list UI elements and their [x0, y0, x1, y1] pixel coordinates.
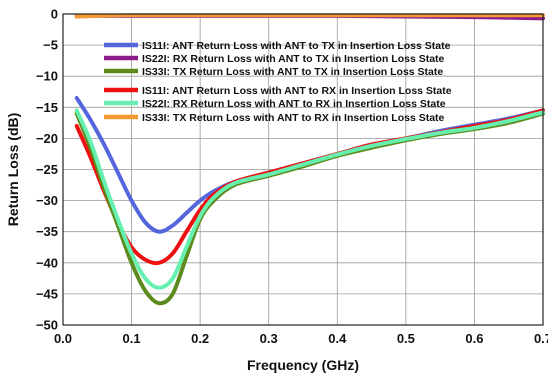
- y-axis-title: Return Loss (dB): [5, 113, 21, 227]
- series-line-5: [74, 108, 545, 290]
- y-tick-label: −45: [36, 286, 58, 301]
- y-tick-label: −25: [36, 162, 58, 177]
- legend-label-3: IS33I: TX Return Loss with ANT to TX in …: [142, 66, 443, 78]
- legend-label-2: IS22I: RX Return Loss with ANT to TX in …: [142, 53, 445, 65]
- x-tick-label: 0.7: [534, 331, 548, 346]
- legend-label-6: IS33I: TX Return Loss with ANT to RX in …: [142, 112, 445, 124]
- x-tick-label: 0.4: [328, 331, 347, 346]
- x-tick-label: 0.2: [191, 331, 209, 346]
- y-tick-label: −35: [36, 224, 58, 239]
- series-line-6: [74, 13, 545, 19]
- y-tick-label: −30: [36, 193, 58, 208]
- legend-label-5: IS22I: RX Return Loss with ANT to RX in …: [142, 98, 446, 110]
- x-tick-label: 0.0: [54, 331, 72, 346]
- x-tick-label: 0.6: [465, 331, 483, 346]
- y-tick-label: −10: [36, 69, 58, 84]
- y-tick-label: −15: [36, 100, 58, 115]
- series-line-3: [74, 111, 545, 306]
- series-line-4: [74, 108, 545, 266]
- plot-frame: [62, 13, 544, 326]
- y-tick-label: 0: [51, 7, 58, 22]
- legend: IS11I: ANT Return Loss with ANT to TX in…: [104, 40, 452, 124]
- grid-layer: [62, 13, 544, 326]
- y-tick-label: −5: [43, 38, 58, 53]
- y-tick-label: −50: [36, 318, 58, 333]
- y-tick-label: −20: [36, 131, 58, 146]
- x-tick-label: 0.5: [397, 331, 415, 346]
- x-tick-label: 0.1: [123, 331, 141, 346]
- x-tick-label: 0.3: [260, 331, 278, 346]
- legend-label-4: IS11I: ANT Return Loss with ANT to RX in…: [142, 85, 452, 97]
- legend-label-1: IS11I: ANT Return Loss with ANT to TX in…: [142, 40, 451, 52]
- tick-layer: 0.0 0.1 0.2 0.3 0.4 0.5 0.6 0.7 0 −5 −10 −15 −20 −25 −…: [36, 7, 548, 347]
- y-tick-label: −40: [36, 255, 58, 270]
- x-axis-title: Frequency (GHz): [247, 357, 359, 373]
- series-layer: [74, 13, 545, 306]
